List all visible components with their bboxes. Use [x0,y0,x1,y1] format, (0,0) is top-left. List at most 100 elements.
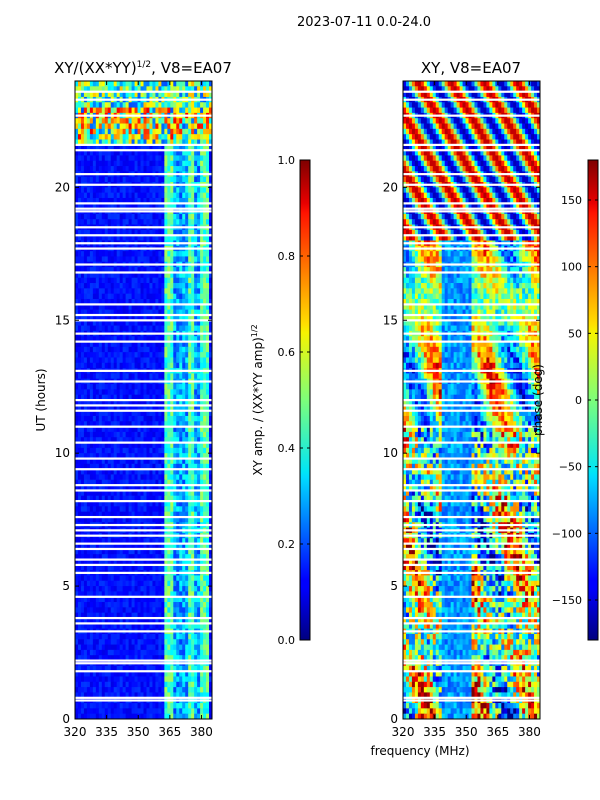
heatmap-cell [176,644,180,651]
heatmap-cell [119,123,124,130]
heatmap-cell [164,394,168,401]
heatmap-cell [137,490,142,497]
heatmap-cell [77,346,82,353]
heatmap-cell [131,548,136,555]
heatmap-cell [209,219,212,226]
heatmap-cell [164,506,168,513]
heatmap-cell [77,320,82,327]
heatmap-cell [75,548,79,555]
heatmap-cell [89,123,94,130]
heatmap-cell [191,458,195,465]
heatmap-cell [194,352,198,359]
heatmap-cell [95,400,100,406]
heatmap-cell [182,607,186,614]
heatmap-cell [131,325,136,332]
heatmap-cell [194,538,198,545]
heatmap-cell [86,623,91,630]
heatmap-cell [77,644,82,651]
heatmap-cell [131,213,136,220]
heatmap-cell [134,649,139,656]
heatmap-cell [131,639,136,646]
heatmap-cell [107,91,112,98]
heatmap-cell [104,612,109,619]
heatmap-cell [86,309,91,316]
heatmap-cell [110,197,115,204]
heatmap-cell [122,384,127,390]
heatmap-cell [155,586,159,592]
heatmap-cell [83,575,88,582]
heatmap-cell [209,309,212,316]
heatmap-cell [98,453,103,460]
heatmap-cell [209,288,212,295]
heatmap-cell [146,298,151,305]
heatmap-cell [98,304,103,311]
heatmap-cell [203,639,207,646]
heatmap-cell [197,187,201,194]
heatmap-cell [98,118,103,125]
heatmap-cell [161,442,165,449]
heatmap-cell [176,463,180,470]
heatmap-cell [131,139,136,146]
heatmap-cell [125,81,130,87]
heatmap-cell [170,336,174,343]
heatmap-cell [188,346,192,353]
heatmap-cell [149,543,154,550]
heatmap-cell [131,256,136,263]
heatmap-cell [140,192,145,199]
heatmap-cell [101,554,106,561]
heatmap-cell [143,511,148,518]
heatmap-cell [104,506,109,513]
heatmap-cell [158,187,162,194]
heatmap-cell [143,283,148,289]
heatmap-cell [182,298,186,305]
heatmap-cell [179,203,183,210]
heatmap-cell [128,91,133,98]
heatmap-cell [140,304,145,311]
heatmap-cell [155,118,159,125]
heatmap-cell [86,495,91,502]
heatmap-cell [206,213,210,220]
heatmap-cell [95,511,100,518]
heatmap-cell [122,272,127,279]
heatmap-cell [134,256,139,263]
heatmap-cell [182,144,186,151]
heatmap-cell [101,219,106,226]
heatmap-cell [125,352,130,359]
heatmap-cell [110,469,115,476]
heatmap-cell [122,341,127,348]
heatmap-cell [92,586,97,592]
heatmap-cell [155,564,159,571]
heatmap-cell [179,134,183,141]
heatmap-cell [80,612,85,619]
heatmap-cell [209,607,212,614]
heatmap-cell [170,442,174,449]
heatmap-cell [140,655,145,662]
heatmap-cell [167,362,171,369]
heatmap-cell [107,346,112,353]
heatmap-cell [206,479,210,486]
heatmap-cell [75,554,79,561]
heatmap-cell [77,575,82,582]
heatmap-cell [113,596,118,603]
heatmap-cell [116,442,121,449]
heatmap-cell [203,644,207,651]
heatmap-cell [149,81,154,87]
heatmap-cell [146,91,151,98]
heatmap-cell [95,187,100,194]
heatmap-cell [116,548,121,555]
heatmap-cell [116,283,121,289]
heatmap-cell [194,384,198,390]
heatmap-cell [83,288,88,295]
heatmap-cell [134,251,139,258]
heatmap-cell [209,118,212,125]
heatmap-cell [179,341,183,348]
heatmap-cell [161,176,165,183]
heatmap-cell [128,453,133,460]
heatmap-cell [80,341,85,348]
heatmap-cell [188,421,192,428]
heatmap-cell [122,298,127,305]
heatmap-cell [86,511,91,518]
heatmap-cell [203,267,207,273]
heatmap-cell [200,538,204,545]
heatmap-cell [89,150,94,157]
